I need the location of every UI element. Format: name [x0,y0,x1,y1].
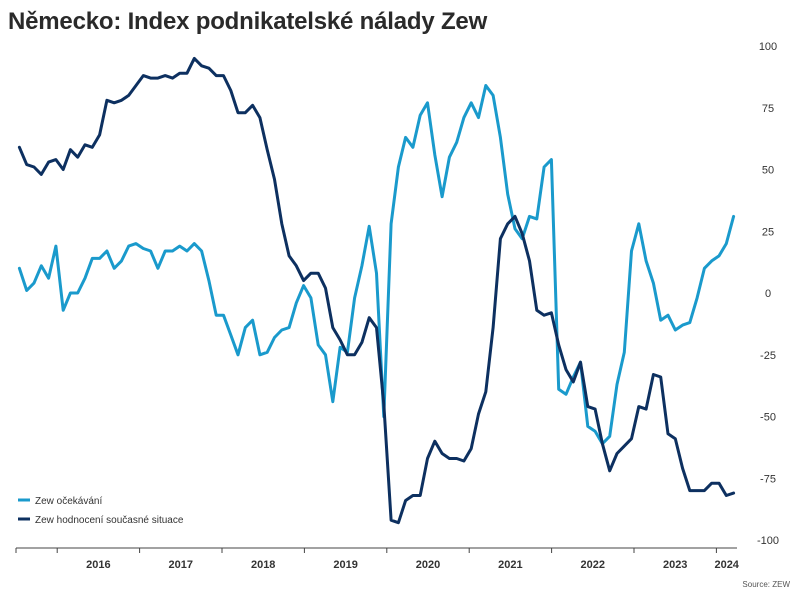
year-label: 2024 [714,559,739,571]
year-label: 2020 [416,559,440,571]
y-tick-label: 50 [762,165,774,177]
y-tick-label: 100 [759,41,777,53]
y-tick-label: 75 [762,103,774,115]
y-tick-label: -50 [760,412,776,424]
y-tick-label: -100 [757,535,779,547]
year-label: 2023 [663,559,687,571]
series-line [17,84,736,446]
y-tick-label: -75 [760,473,776,485]
year-label: 2022 [581,559,605,571]
source-note: Source: ZEW [742,580,790,589]
axes: 100 75 50 25 0 -25 -50 -75 -100 2016 2017 2018 2019 2… [15,41,779,571]
year-label: 2017 [169,559,193,571]
legend: Zew očekávání Zew hodnocení současné situ… [18,496,184,526]
series-layer [17,56,736,525]
chart-title: Německo: Index podnikatelské nálady Zew [8,8,488,35]
legend-label: Zew hodnocení současné situace [35,515,184,526]
year-label: 2021 [498,559,522,571]
year-label: 2018 [251,559,275,571]
year-label: 2016 [86,559,110,571]
y-tick-label: 0 [765,288,771,300]
y-tick-label: -25 [760,350,776,362]
series-line [17,56,736,525]
y-tick-label: 25 [762,226,774,238]
year-label: 2019 [333,559,357,571]
legend-label: Zew očekávání [35,496,102,507]
